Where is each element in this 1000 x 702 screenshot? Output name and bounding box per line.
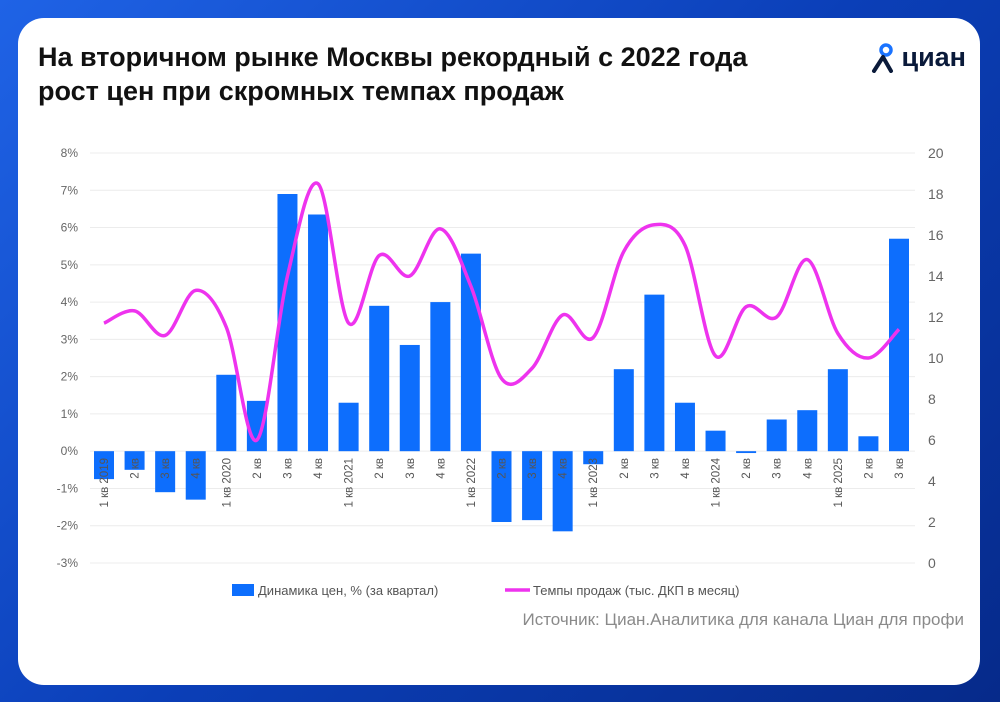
left-tick-label: -1%	[57, 481, 79, 495]
right-tick-label: 0	[928, 555, 936, 571]
left-tick-label: 3%	[61, 332, 79, 346]
x-tick-label: 3 кв	[282, 458, 294, 479]
x-tick-label: 2 кв	[741, 458, 753, 479]
x-tick-label: 3 кв	[894, 458, 906, 479]
bar	[766, 419, 787, 452]
bar	[94, 451, 114, 480]
x-tick-label: 2 кв	[374, 458, 386, 479]
x-tick-label: 1 кв 2024	[711, 457, 723, 507]
x-tick-label: 1 кв 2022	[466, 458, 478, 508]
right-tick-label: 10	[928, 350, 944, 366]
right-tick-label: 4	[928, 473, 936, 489]
bar	[889, 238, 909, 452]
bar	[522, 451, 543, 521]
left-tick-label: 0%	[61, 444, 79, 458]
x-tick-label: 3 кв	[772, 458, 784, 479]
bar	[185, 451, 206, 500]
source-note: Источник: Циан.Аналитика для канала Циан…	[522, 610, 964, 629]
x-tick-label: 3 кв	[649, 458, 661, 479]
right-tick-label: 12	[928, 309, 944, 325]
x-tick-label: 3 кв	[527, 458, 539, 479]
x-tick-label: 2 кв	[619, 458, 631, 479]
x-tick-label: 4 кв	[435, 458, 447, 479]
x-tick-label: 4 кв	[680, 458, 692, 479]
bar	[613, 369, 634, 452]
bar	[216, 374, 237, 452]
x-tick-label: 1 кв 2020	[221, 458, 233, 508]
x-tick-label: 1 кв 2023	[588, 458, 600, 508]
x-tick-label: 1 кв 2019	[99, 458, 111, 508]
bar	[155, 451, 176, 493]
right-tick-label: 8	[928, 391, 936, 407]
x-tick-label: 4 кв	[313, 458, 325, 479]
legend-bar-label: Динамика цен, % (за квартал)	[258, 583, 438, 598]
bar	[736, 451, 757, 454]
bar	[552, 451, 573, 532]
right-tick-label: 2	[928, 514, 936, 530]
bar	[797, 410, 818, 452]
bar	[399, 344, 420, 452]
cian-logo: циан	[871, 42, 966, 73]
bar	[644, 294, 665, 452]
x-tick-label: 3 кв	[160, 458, 172, 479]
right-tick-label: 6	[928, 432, 936, 448]
bar	[705, 430, 726, 452]
bar	[308, 214, 329, 452]
bar	[583, 451, 604, 465]
left-tick-label: -3%	[57, 556, 79, 570]
legend-bar-swatch	[232, 584, 254, 596]
x-tick-label: 1 кв 2021	[344, 458, 356, 508]
x-tick-label: 2 кв	[863, 458, 875, 479]
x-tick-label: 1 кв 2025	[833, 458, 845, 508]
chart-card	[18, 18, 980, 685]
bar	[124, 451, 145, 470]
left-tick-label: 5%	[61, 258, 79, 272]
logo-text: циан	[901, 42, 966, 72]
left-tick-label: 6%	[61, 221, 79, 235]
chart-title: На вторичном рынке Москвы рекордный с 20…	[38, 42, 748, 106]
x-tick-label: 2 кв	[130, 458, 142, 479]
left-tick-label: 7%	[61, 183, 79, 197]
x-tick-label: 4 кв	[191, 458, 203, 479]
bar	[369, 305, 390, 452]
right-tick-label: 16	[928, 227, 944, 243]
bar	[491, 451, 512, 522]
right-tick-label: 14	[928, 268, 944, 284]
location-pin-icon	[872, 42, 894, 73]
left-tick-label: 4%	[61, 295, 79, 309]
left-tick-label: -2%	[57, 519, 79, 533]
left-tick-label: 1%	[61, 407, 79, 421]
left-tick-label: 8%	[61, 146, 79, 160]
right-tick-label: 18	[928, 186, 944, 202]
x-tick-label: 4 кв	[802, 458, 814, 479]
bar	[674, 402, 695, 452]
bar	[827, 369, 848, 452]
sales-line	[103, 181, 901, 442]
x-tick-label: 3 кв	[405, 458, 417, 479]
right-tick-label: 20	[928, 145, 944, 161]
left-tick-label: 2%	[61, 370, 79, 384]
bar	[338, 402, 359, 452]
legend-line-label: Темпы продаж (тыс. ДКП в месяц)	[533, 583, 739, 598]
x-tick-label: 2 кв	[252, 458, 264, 479]
x-tick-label: 2 кв	[497, 458, 509, 479]
bar	[858, 436, 879, 452]
bar	[430, 302, 451, 452]
x-tick-label: 4 кв	[558, 458, 570, 479]
